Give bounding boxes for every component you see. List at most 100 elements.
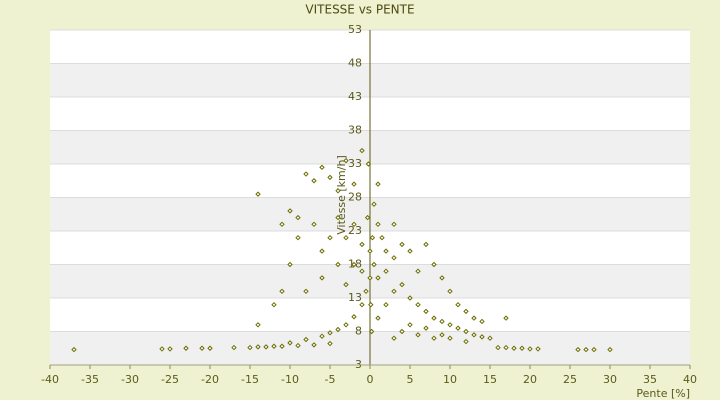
point [471,332,477,338]
point [471,315,477,321]
x-tick-label: 0 [367,373,374,386]
point [295,342,301,349]
point [71,346,77,353]
x-axis-label: Pente [%] [636,387,690,400]
point [407,248,413,254]
point [431,261,437,268]
point [287,261,293,268]
point [351,181,357,187]
point [439,332,445,338]
x-tick-label: 35 [643,373,657,386]
point [335,326,341,333]
point [367,275,373,281]
y-tick-label: 33 [348,157,362,170]
y-tick-label: 38 [348,124,362,137]
point [365,161,372,167]
point [327,340,333,347]
point [335,261,341,268]
point [399,281,405,288]
x-tick-label: 15 [483,373,497,386]
point [407,295,413,301]
point [439,318,445,325]
point [311,342,317,348]
point [311,178,317,184]
x-tick-label: -25 [161,373,179,386]
point [463,328,469,335]
point [607,346,613,353]
point [207,345,213,351]
point [391,221,397,228]
x-tick-label: 30 [603,373,617,386]
x-tick-label: -35 [81,373,99,386]
point [199,345,205,351]
point [455,301,461,308]
point [183,345,189,351]
point [279,343,285,349]
point [391,335,397,341]
point [583,346,589,353]
point [364,214,371,221]
point [375,221,381,228]
point [503,315,509,321]
point [343,234,349,241]
point [351,261,357,268]
point [383,248,389,254]
point [363,288,369,295]
point [319,164,325,171]
point [368,301,374,308]
point [399,328,405,335]
point [527,346,533,352]
point [279,288,285,295]
point [255,191,261,197]
y-tick-label: 8 [355,325,362,338]
point [431,335,437,341]
point [327,174,333,181]
point [287,340,293,346]
x-tick-label: -15 [241,373,259,386]
x-tick-label: -10 [281,373,299,386]
point [423,325,429,331]
point [351,314,357,320]
point [407,322,413,328]
point [383,268,389,274]
point [447,288,453,295]
point [351,221,357,228]
point [439,275,445,281]
point [371,201,377,207]
x-tick-label: 25 [563,373,577,386]
point [367,248,373,254]
point [287,208,293,214]
point [535,346,541,352]
point [319,248,325,254]
x-tick-label: -40 [41,373,59,386]
point [335,214,341,221]
point [303,171,309,177]
y-axis-label: Vitesse [km/h] [335,155,348,235]
point [479,318,485,325]
point [343,281,349,288]
point [391,288,397,295]
point [263,344,269,350]
point [399,241,405,248]
point [255,344,261,350]
point [375,315,381,321]
x-tick-label: 10 [443,373,457,386]
x-tick-label: -20 [201,373,219,386]
point [391,255,397,261]
point [575,346,581,353]
y-tick-label: 53 [348,23,362,36]
point [231,344,237,351]
point [431,315,437,321]
y-tick-label: 23 [348,224,362,237]
point [511,345,517,351]
y-tick-label: 28 [348,191,362,204]
point [368,328,375,335]
point [327,330,333,336]
point [295,234,301,241]
point [455,325,461,331]
x-tick-label: 20 [523,373,537,386]
x-tick-label: 5 [407,373,414,386]
point [479,334,485,340]
point [159,346,165,352]
point [359,301,365,308]
